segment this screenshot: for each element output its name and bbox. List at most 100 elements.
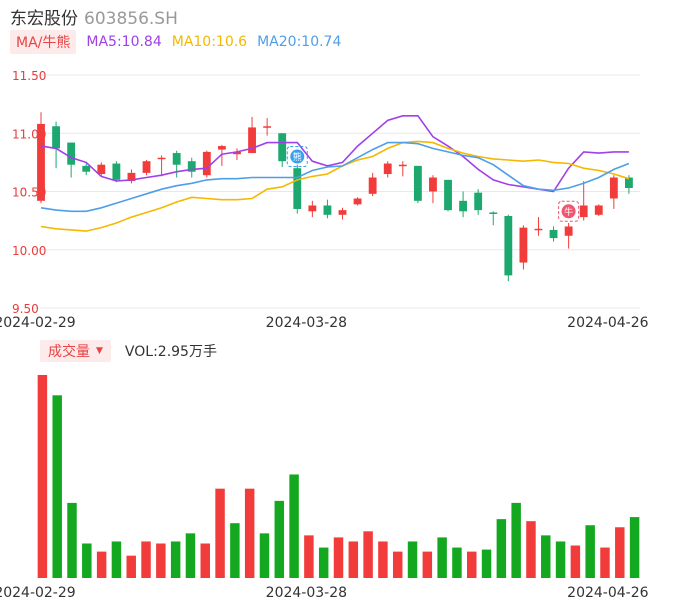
ma10-label: MA10:10.6 xyxy=(171,34,248,50)
volume-bar xyxy=(304,535,314,578)
volume-bar xyxy=(407,541,418,578)
bull-marker-icon xyxy=(561,204,576,219)
volume-bar xyxy=(230,523,240,578)
candle-body xyxy=(172,153,181,165)
ma-selector-button[interactable]: MA/牛熊 xyxy=(10,30,77,54)
candle-body xyxy=(67,142,76,165)
volume-bar xyxy=(629,517,640,578)
candle-body xyxy=(157,157,166,160)
candle-body xyxy=(594,205,603,215)
volume-bar xyxy=(348,541,359,578)
candle-body xyxy=(97,164,106,175)
volume-bar xyxy=(511,502,521,578)
volume-bar xyxy=(156,543,166,578)
candle-body xyxy=(489,212,498,214)
candle-body xyxy=(308,205,317,212)
volume-bar xyxy=(170,541,181,578)
candle-body xyxy=(444,179,452,211)
volume-bar xyxy=(392,551,403,578)
candle-body xyxy=(579,205,588,218)
stock-name: 东宏股份 xyxy=(10,9,78,29)
ma-legend: MA/牛熊 MA5:10.84 MA10:10.6 MA20:10.74 xyxy=(10,30,341,54)
candle-body xyxy=(323,205,332,215)
x-tick-label: 2024-04-26 xyxy=(567,315,648,331)
candle-body xyxy=(127,172,136,182)
stock-header: 东宏股份 603856.SH xyxy=(10,4,178,29)
y-tick-label: 11.50 xyxy=(12,69,46,83)
candle-body xyxy=(112,163,121,180)
volume-bar xyxy=(289,474,299,578)
volume-bar xyxy=(185,533,196,578)
volume-bar xyxy=(37,375,48,578)
volume-bar xyxy=(200,543,210,578)
volume-bar xyxy=(378,541,388,578)
candle-body xyxy=(609,177,618,199)
stock-code: 603856.SH xyxy=(84,9,178,29)
volume-bar xyxy=(96,551,107,578)
volume-bar xyxy=(318,547,329,578)
volume-bar xyxy=(555,541,566,578)
candle-body xyxy=(625,177,633,189)
bear-marker-icon xyxy=(290,149,305,164)
candle-body xyxy=(398,164,407,167)
volume-bar xyxy=(585,525,595,578)
volume-bar xyxy=(363,531,373,578)
candle-body xyxy=(429,177,437,192)
volume-legend: 成交量 ▼ VOL:2.95万手 xyxy=(40,340,217,362)
volume-bar xyxy=(82,543,92,578)
candle-body xyxy=(217,146,226,150)
candle-body xyxy=(52,126,60,149)
volume-bar xyxy=(422,551,433,578)
candle-body xyxy=(549,229,558,239)
volume-bar xyxy=(452,547,462,578)
volume-bar xyxy=(52,395,62,578)
x-tick-label: 2024-03-28 xyxy=(266,315,347,331)
y-tick-label: 10.00 xyxy=(12,244,46,258)
volume-selector-label: 成交量 xyxy=(48,344,90,360)
volume-bar xyxy=(244,488,255,578)
volume-bar xyxy=(126,555,136,578)
candle-body xyxy=(519,227,528,263)
x-tick-label: 2024-02-29 xyxy=(0,315,76,331)
y-tick-label: 9.50 xyxy=(12,302,39,316)
candle-body xyxy=(338,210,347,215)
candle-body xyxy=(534,228,543,231)
ma10-line xyxy=(40,140,630,232)
candle-body xyxy=(368,177,377,194)
ma20-line xyxy=(40,141,630,213)
candle-body xyxy=(293,168,302,209)
candle-body xyxy=(353,198,362,205)
volume-bar xyxy=(259,533,270,578)
candle-body xyxy=(187,161,196,172)
ma5-label: MA5:10.84 xyxy=(86,34,162,50)
volume-bar xyxy=(333,537,344,578)
bear-marker-frame xyxy=(286,146,308,168)
volume-value: VOL:2.95万手 xyxy=(124,344,217,360)
candle-body xyxy=(278,133,287,162)
volume-bar xyxy=(215,488,225,578)
volume-bar xyxy=(467,551,477,578)
caret-down-icon: ▼ xyxy=(96,346,103,356)
volume-bar xyxy=(141,541,151,578)
volume-bar xyxy=(496,519,507,578)
candle-body xyxy=(413,165,422,201)
bear-marker-label: 熊 xyxy=(293,151,302,163)
ma5-line xyxy=(40,115,629,193)
candle-body xyxy=(82,165,91,172)
x-tick-label: 2024-04-26 xyxy=(567,585,648,601)
candle-body xyxy=(474,192,483,211)
volume-bar xyxy=(615,527,625,578)
volume-bar xyxy=(67,502,77,578)
volume-bar xyxy=(570,545,581,578)
candle-body xyxy=(37,123,45,201)
volume-bar xyxy=(526,521,536,578)
volume-selector-button[interactable]: 成交量 ▼ xyxy=(40,340,111,362)
candle-body xyxy=(564,226,573,236)
volume-bar xyxy=(541,535,551,578)
volume-bar xyxy=(111,541,122,578)
candle-body xyxy=(202,151,211,176)
candle-body xyxy=(142,161,151,173)
volume-bar xyxy=(600,547,610,578)
volume-bar xyxy=(437,537,447,578)
